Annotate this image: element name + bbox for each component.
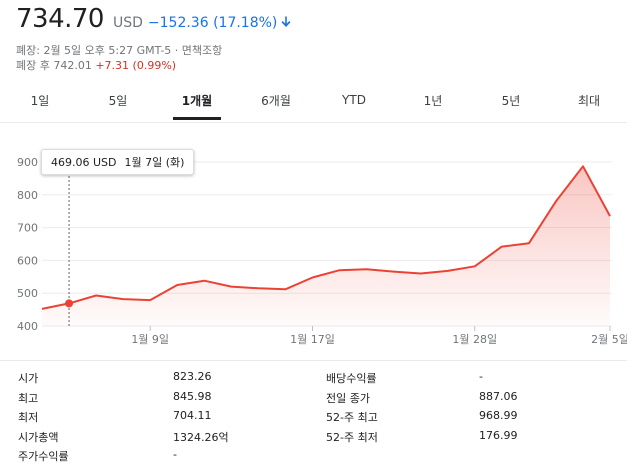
stats-left-column: 시가 823.26 최고 845.98 최저 704.11 시가총액 1324.…	[18, 370, 318, 464]
y-tick-label: 500	[17, 287, 38, 300]
tab-label: 6개월	[261, 93, 291, 108]
stat-label: 52-주 최고	[326, 411, 378, 424]
tab-1m[interactable]: 1개월	[173, 80, 221, 120]
stat-high: 최고 845.98	[18, 390, 318, 410]
stat-value: 1324.26억	[173, 430, 229, 444]
tab-1d[interactable]: 1일	[14, 80, 66, 120]
stat-value: 887.06	[479, 389, 518, 403]
y-tick-label: 800	[17, 189, 38, 202]
hover-point	[65, 299, 74, 308]
stat-value: -	[479, 370, 483, 383]
tab-ytd[interactable]: YTD	[326, 80, 382, 120]
stat-52w-high: 52-주 최고 968.99	[326, 409, 616, 429]
stat-label: 시가	[18, 372, 39, 385]
stat-market-cap: 시가총액 1324.26억	[18, 429, 318, 449]
currency-label: USD	[112, 15, 143, 31]
price-change: −152.36 (17.18%)	[147, 15, 278, 31]
stat-label: 전일 종가	[326, 391, 370, 405]
tab-label: 1년	[423, 93, 443, 108]
tooltip-value: 469.06 USD	[51, 155, 117, 169]
y-tick-label: 600	[17, 254, 38, 267]
stat-value: 176.99	[479, 428, 518, 442]
y-tick-label: 900	[17, 156, 38, 169]
stats-right-column: 배당수익률 - 전일 종가 887.06 52-주 최고 968.99 52-주…	[326, 370, 616, 448]
tab-max[interactable]: 최대	[564, 80, 614, 120]
stat-dividend-yield: 배당수익률 -	[326, 370, 616, 390]
stat-value: 823.26	[173, 370, 212, 383]
tab-label: 최대	[577, 93, 601, 108]
range-tabs: 1일 5일 1개월 6개월 YTD 1년 5년 최대	[0, 80, 627, 120]
market-close-info: 폐장: 2월 5일 오후 5:27 GMT-5 · 면책조항	[16, 44, 223, 57]
after-hours-price: 폐장 후 742.01	[16, 59, 92, 72]
chart-tooltip: 469.06 USD 1월 7일 (화)	[41, 149, 195, 175]
tab-5y[interactable]: 5년	[486, 80, 536, 120]
stat-label: 배당수익률	[326, 372, 377, 385]
x-tick-label: 1월 9일	[131, 332, 169, 346]
arrow-down-icon	[281, 13, 291, 27]
stats-divider	[0, 360, 627, 361]
tab-label: 1개월	[181, 93, 213, 108]
stat-prev-close: 전일 종가 887.06	[326, 390, 616, 410]
tab-5d[interactable]: 5일	[92, 80, 144, 120]
stat-label: 최고	[18, 391, 39, 405]
y-tick-label: 700	[17, 222, 38, 235]
stat-low: 최저 704.11	[18, 409, 318, 429]
stat-52w-low: 52-주 최저 176.99	[326, 429, 616, 449]
stat-value: -	[173, 448, 177, 461]
stat-open: 시가 823.26	[18, 370, 318, 390]
stat-value: 968.99	[479, 409, 518, 422]
tabs-divider	[0, 122, 627, 123]
price-area	[42, 166, 610, 326]
x-tick-label: 1월 17일	[290, 332, 335, 346]
tab-1y[interactable]: 1년	[408, 80, 458, 120]
stat-value: 704.11	[173, 409, 212, 422]
x-tick-label: 2월 5일	[591, 332, 627, 346]
price-chart[interactable]: 900 800 700 600 500 400 1월 9일 1월 17일 1월 28일 2월 5…	[0, 130, 627, 355]
tab-6m[interactable]: 6개월	[248, 80, 304, 120]
after-hours-change: +7.31 (0.99%)	[95, 59, 177, 72]
stat-label: 최저	[18, 411, 39, 424]
tab-label: 5일	[108, 93, 128, 108]
tab-label: 5년	[501, 93, 521, 108]
x-axis-ticks: 1월 9일 1월 17일 1월 28일 2월 5일	[131, 326, 627, 346]
after-hours-info: 폐장 후 742.01 +7.31 (0.99%)	[16, 57, 176, 73]
stat-label: 주가수익률	[18, 450, 69, 463]
x-tick-label: 1월 28일	[452, 332, 497, 346]
stat-label: 52-주 최저	[326, 430, 378, 444]
stat-value: 845.98	[173, 389, 212, 403]
tab-label: YTD	[342, 93, 366, 107]
tooltip-date: 1월 7일 (화)	[124, 156, 185, 169]
tab-label: 1일	[30, 93, 50, 108]
stat-pe-ratio: 주가수익률 -	[18, 448, 318, 464]
current-price: 734.70	[16, 4, 104, 34]
price-line	[41, 165, 611, 310]
y-axis-ticks: 900 800 700 600 500 400	[17, 156, 38, 333]
quote-header: 734.70 USD −152.36 (17.18%)	[16, 4, 291, 36]
y-tick-label: 400	[17, 320, 38, 333]
stat-label: 시가총액	[18, 430, 59, 444]
